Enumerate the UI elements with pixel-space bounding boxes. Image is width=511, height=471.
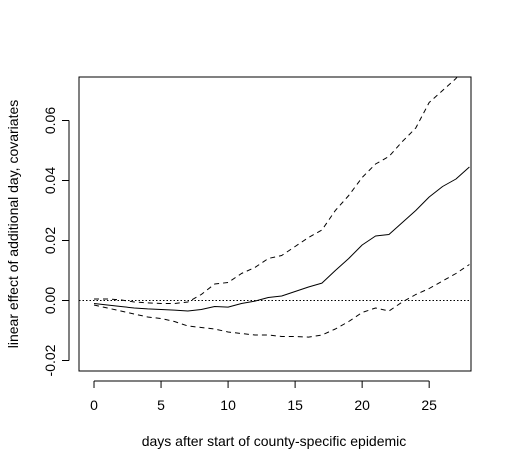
y-tick-label: 0.04 (42, 167, 58, 194)
series-line-estimate (93, 166, 470, 312)
y-tick-label: 0.00 (42, 287, 58, 314)
series-line-upper-bound (94, 77, 458, 304)
series-layer (79, 77, 471, 338)
x-tick-label: 15 (287, 397, 303, 413)
plot-frame (78, 76, 472, 372)
y-tick-label: 0.06 (42, 107, 58, 134)
x-axis: 0 5 10 15 20 25 (90, 380, 437, 413)
y-axis: -0.02 0.00 0.02 0.04 0.06 (42, 107, 70, 376)
y-tick-label: -0.02 (42, 344, 58, 376)
x-tick-label: 0 (90, 397, 98, 413)
series-line-lower-bound (93, 264, 470, 338)
x-tick-label: 10 (220, 397, 236, 413)
x-tick-label: 5 (157, 397, 165, 413)
x-axis-title: days after start of county-specific epid… (142, 433, 407, 449)
x-tick-label: 20 (354, 397, 370, 413)
y-tick-label: 0.02 (42, 227, 58, 254)
x-tick-label: 25 (421, 397, 437, 413)
y-axis-title: linear effect of additional day, covaria… (5, 100, 21, 349)
